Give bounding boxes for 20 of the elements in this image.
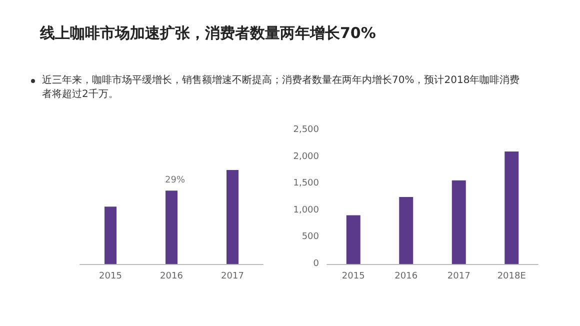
bar xyxy=(346,215,360,264)
bar xyxy=(504,151,519,264)
y-tick-label: 500 xyxy=(302,232,320,242)
y-tick-label: 1,500 xyxy=(293,178,320,189)
bar xyxy=(399,197,414,264)
bar xyxy=(452,180,466,264)
x-tick-label: 2016 xyxy=(394,272,418,282)
chart-title: 线上咖啡市场加速扩张，消费者数量两年增长70% xyxy=(40,24,377,43)
annotation: 29% xyxy=(165,176,186,186)
x-tick-label: 2017 xyxy=(221,272,244,282)
y-tick-label: 2,500 xyxy=(293,125,320,135)
x-tick-label: 2016 xyxy=(160,272,184,282)
x-tick-label: 2015 xyxy=(342,272,365,282)
chart-subtitle: 近三年来，咖啡市场平缓增长，销售额增速不断提高；消费者数量在两年内增长70%，预计2018年咖啡消费者将超过2千万。 xyxy=(42,75,520,100)
x-tick-label: 2015 xyxy=(99,272,122,282)
y-tick-label: 1,000 xyxy=(293,205,320,216)
x-tick-label: 2017 xyxy=(447,272,470,282)
y-tick-label: 0 xyxy=(313,259,320,269)
x-tick-label: 2018E xyxy=(497,272,526,282)
y-tick-label: 2,000 xyxy=(293,152,320,162)
